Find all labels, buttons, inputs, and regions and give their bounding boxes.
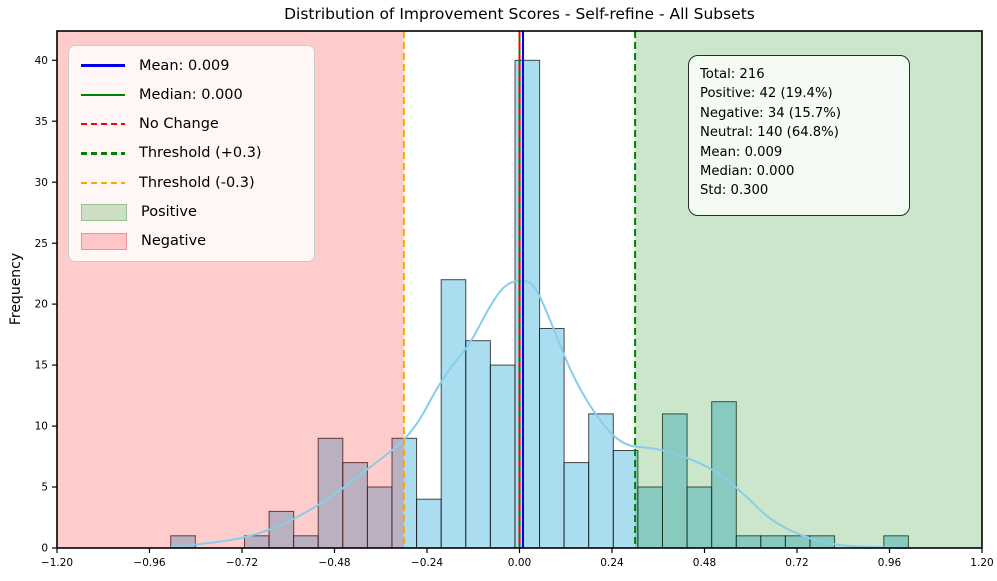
histogram-bar	[416, 498, 442, 549]
stat-std: Std: 0.300	[700, 183, 769, 199]
stat-mean: Mean: 0.009	[700, 144, 783, 160]
y-tick-label: 25	[35, 238, 48, 250]
negative-region-swatch	[81, 232, 127, 250]
x-tick-label: −1.20	[41, 557, 73, 569]
histogram-bar	[686, 486, 713, 549]
y-axis-label: Frequency	[8, 252, 24, 326]
y-tick-label: 20	[35, 299, 48, 311]
y-tick-label: 30	[35, 177, 48, 189]
stat-positive: Positive: 42 (19.4%)	[700, 86, 833, 102]
legend-item-negative: Negative	[81, 227, 302, 256]
legend-label: Threshold (+0.3)	[139, 145, 262, 162]
stats-box: Total: 216 Positive: 42 (19.4%) Negative…	[688, 55, 910, 216]
legend-label: No Change	[139, 116, 219, 133]
x-tick-label: 0.72	[785, 557, 808, 569]
legend: Mean: 0.009 Median: 0.000 No Change Thre…	[68, 45, 315, 262]
legend-label: Threshold (-0.3)	[139, 174, 255, 191]
y-tick-label: 10	[35, 421, 48, 433]
legend-item-positive: Positive	[81, 197, 302, 226]
histogram-bar	[440, 279, 467, 549]
y-tick-label: 35	[35, 116, 48, 128]
chart-title: Distribution of Improvement Scores - Sel…	[284, 5, 755, 23]
kde-curve	[170, 279, 909, 549]
mean-line-swatch	[81, 64, 125, 67]
x-tick-label: 1.20	[970, 557, 993, 569]
legend-label: Negative	[141, 233, 207, 250]
y-tick-label: 40	[35, 55, 48, 67]
legend-item-threshold-positive: Threshold (+0.3)	[81, 139, 302, 168]
legend-label: Mean: 0.009	[139, 57, 230, 74]
x-tick-label: −0.48	[318, 557, 350, 569]
histogram-bar	[588, 413, 614, 549]
legend-item-median: Median: 0.000	[81, 80, 302, 109]
stat-total: Total: 216	[700, 67, 765, 82]
positive-region-swatch	[81, 203, 127, 221]
x-tick-label: −0.72	[226, 557, 258, 569]
stat-neutral: Neutral: 140 (64.8%)	[700, 125, 839, 141]
legend-label: Median: 0.000	[139, 86, 243, 103]
legend-label: Positive	[141, 204, 197, 221]
histogram-bar	[563, 462, 590, 549]
median-line-swatch	[81, 93, 125, 97]
y-tick-label: 0	[41, 543, 48, 555]
threshold-negative-line-swatch	[81, 181, 125, 184]
histogram-bar	[711, 401, 737, 549]
y-tick-label: 15	[35, 360, 48, 372]
x-tick-label: 0.48	[693, 557, 716, 569]
stat-negative: Negative: 34 (15.7%)	[700, 105, 841, 121]
x-tick-label: 0.00	[508, 557, 531, 569]
stat-median: Median: 0.000	[700, 164, 795, 180]
no-change-line-swatch	[81, 123, 125, 126]
histogram-bar	[539, 328, 565, 549]
legend-item-mean: Mean: 0.009	[81, 51, 302, 80]
legend-item-threshold-negative: Threshold (-0.3)	[81, 168, 302, 197]
histogram-bar	[662, 413, 688, 549]
x-tick-label: 0.24	[600, 557, 624, 569]
legend-item-no-change: No Change	[81, 110, 302, 139]
x-tick-label: −0.96	[133, 557, 165, 569]
x-tick-label: −0.24	[411, 557, 443, 569]
threshold-positive-line-swatch	[81, 152, 125, 155]
histogram-bar	[637, 486, 663, 549]
histogram-bar	[465, 340, 491, 549]
x-tick-label: 0.96	[878, 557, 902, 569]
histogram-bar	[489, 364, 516, 549]
y-tick-label: 5	[41, 482, 48, 494]
